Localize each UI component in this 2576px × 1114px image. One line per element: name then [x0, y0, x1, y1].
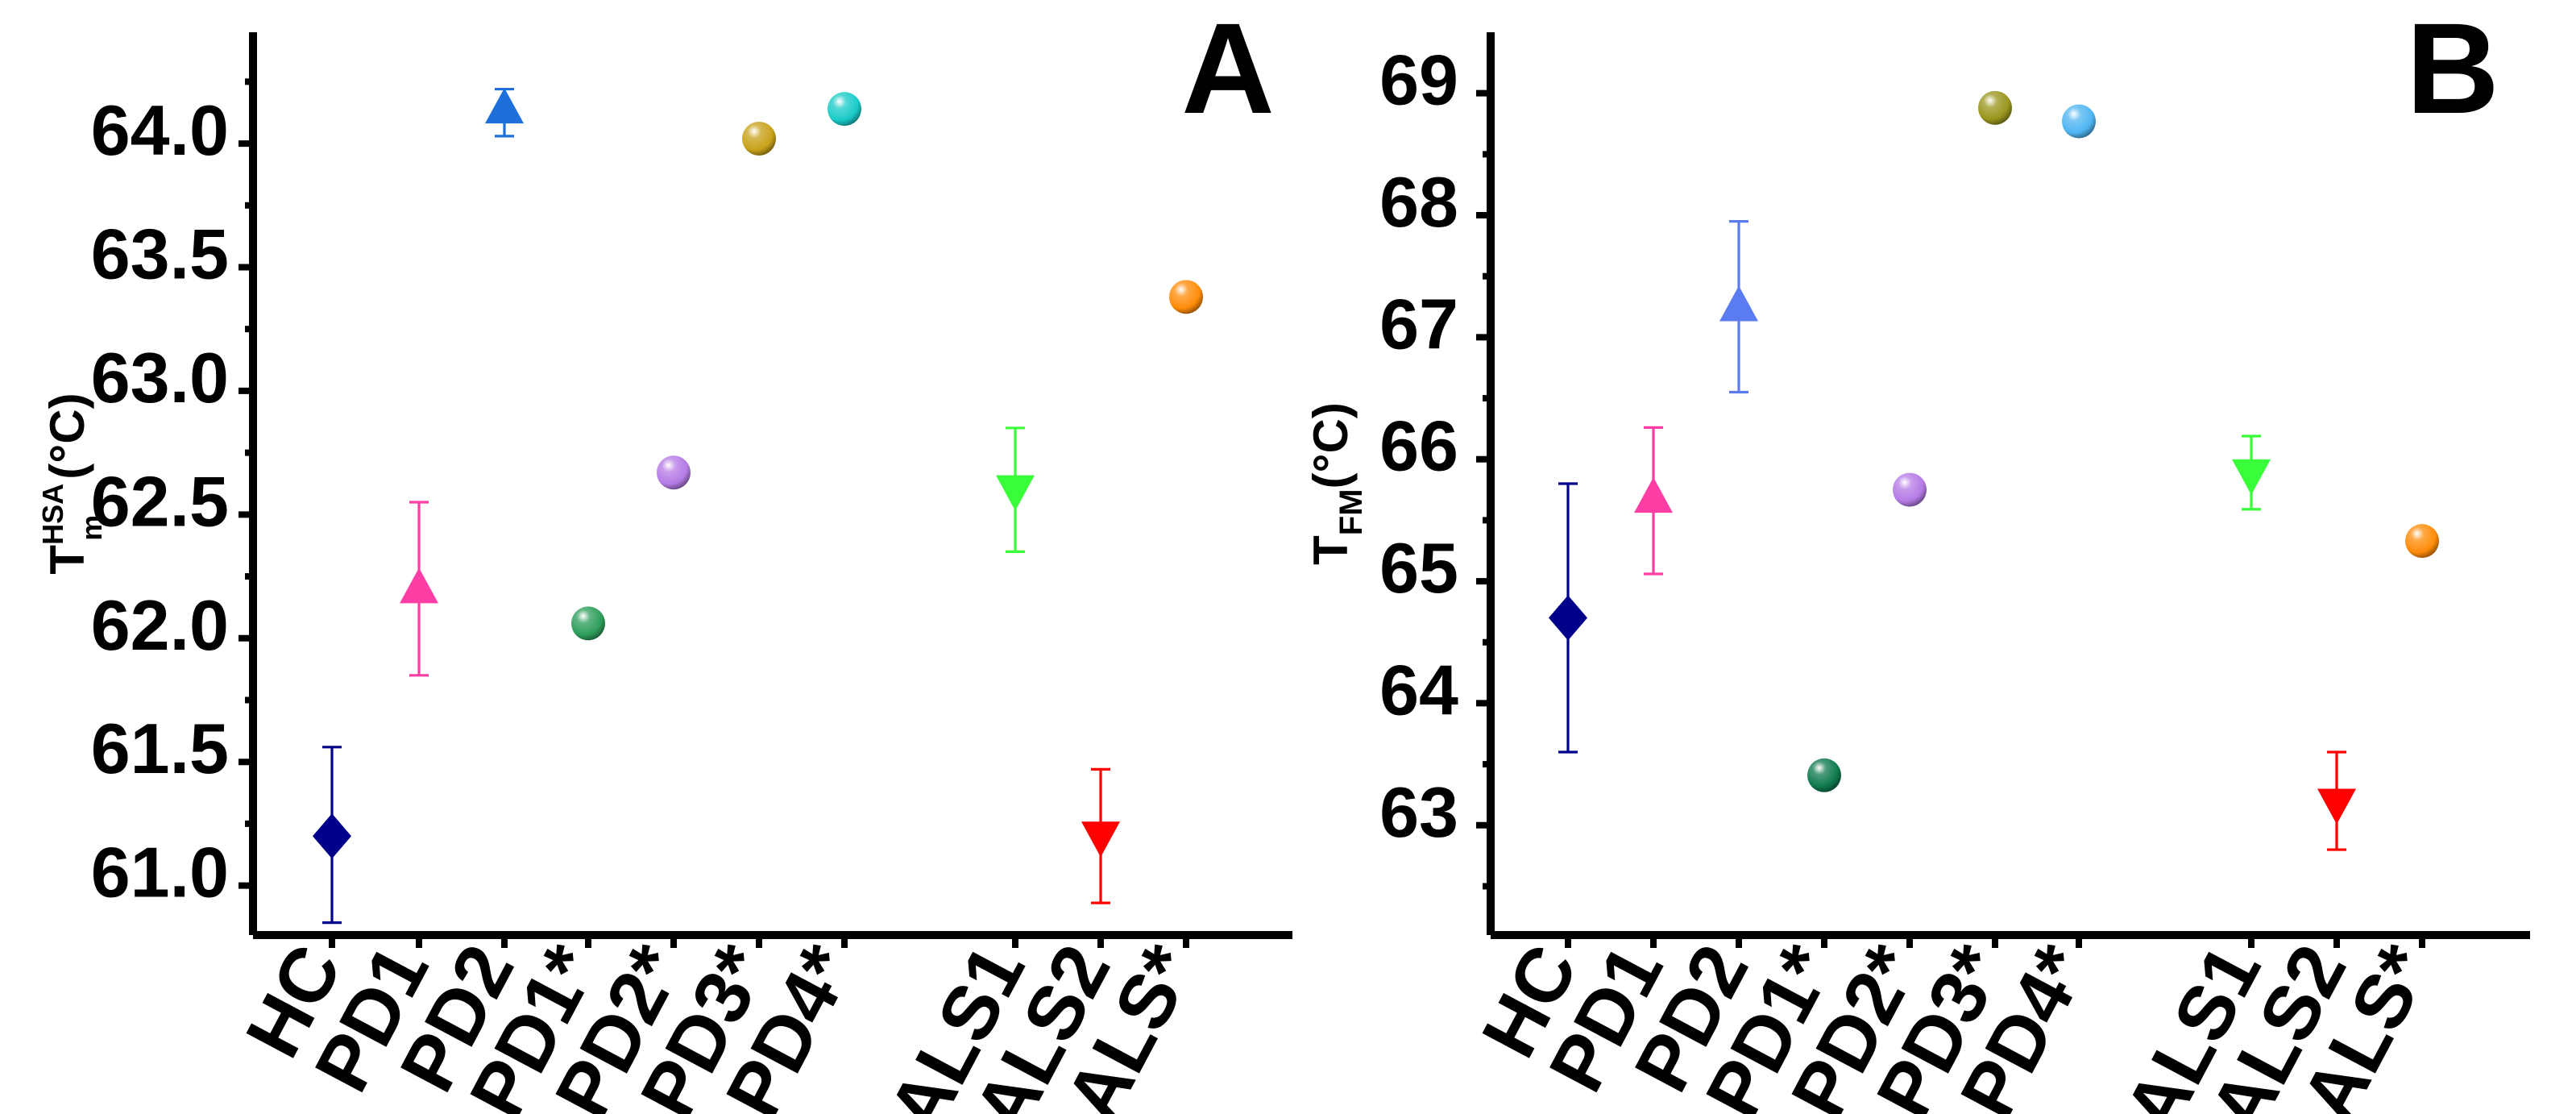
y-tick-label-b: 68 [1379, 162, 1458, 242]
y-tick-label-b: 65 [1379, 528, 1458, 608]
point-pd1-star-a [571, 606, 605, 641]
point-als1-a [996, 475, 1035, 511]
y-axis-label-b: TFM(°C) [1304, 402, 1369, 565]
point-pd1-star-b [1807, 758, 1841, 792]
point-hc-a [313, 813, 351, 859]
y-tick-label-b: 64 [1379, 650, 1458, 730]
point-pd4-star-a [828, 92, 861, 127]
point-als-star-a [1169, 280, 1203, 314]
point-pd2-b [1719, 285, 1758, 322]
chart-panel-a: 61.061.562.062.563.063.564.0HCPD1PD2PD1*… [36, 0, 1292, 1114]
y-tick-label-a: 63.0 [91, 338, 229, 418]
point-pd2-star-a [657, 455, 691, 490]
point-als2-a [1081, 821, 1120, 858]
point-pd1-a [400, 567, 438, 604]
y-tick-label-b: 67 [1379, 284, 1458, 364]
y-tick-label-b: 66 [1379, 406, 1458, 486]
y-tick-label-a: 64.0 [91, 90, 229, 170]
point-pd3-star-b [1978, 90, 2012, 125]
y-tick-label-b: 63 [1379, 772, 1458, 852]
point-pd2-star-b [1893, 472, 1927, 507]
point-pd4-star-b [2062, 104, 2096, 139]
point-hc-b [1549, 595, 1587, 641]
point-als2-b [2317, 788, 2356, 825]
panel-letter-a: A [1181, 0, 1275, 140]
y-tick-label-a: 63.5 [91, 214, 229, 294]
y-tick-label-a: 62.5 [91, 461, 229, 541]
point-pd2-a [485, 88, 524, 124]
point-pd1-b [1634, 477, 1673, 513]
y-tick-label-a: 61.5 [91, 709, 229, 788]
y-axis-label-a: THSA m(°C) [36, 393, 108, 574]
y-tick-label-a: 61.0 [91, 833, 229, 912]
point-pd3-star-a [742, 121, 776, 156]
point-als-star-b [2405, 524, 2439, 559]
y-tick-label-a: 62.0 [91, 585, 229, 665]
point-als1-b [2232, 459, 2271, 495]
panel-letter-b: B [2406, 0, 2499, 140]
y-tick-label-b: 69 [1379, 40, 1458, 120]
